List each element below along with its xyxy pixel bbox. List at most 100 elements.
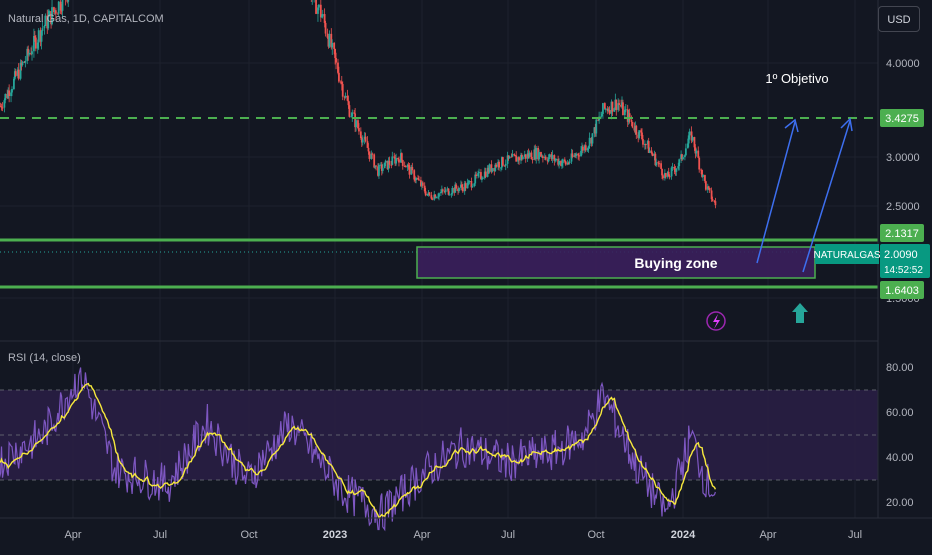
candle-body: [707, 186, 710, 189]
time-tick-label: Apr: [413, 529, 430, 541]
candle-body: [321, 14, 324, 17]
candle-body: [704, 175, 706, 182]
rsi-line: [0, 367, 716, 532]
candle-body: [602, 103, 604, 114]
candle-body: [475, 174, 478, 177]
candle-body: [642, 139, 644, 145]
candle-body: [379, 164, 382, 166]
candle-body: [562, 159, 564, 164]
candle-body: [407, 164, 410, 166]
candle-body: [353, 112, 356, 114]
candle-body: [406, 164, 409, 168]
candle-body: [367, 147, 370, 152]
candle-body: [687, 135, 690, 144]
projection-arrows[interactable]: [756, 117, 853, 273]
time-tick-label: Oct: [240, 529, 257, 541]
candle-body: [524, 154, 527, 159]
candle-body: [637, 134, 640, 138]
candle-body: [395, 158, 398, 164]
candle-body: [498, 161, 500, 168]
candle-body: [511, 154, 514, 157]
candle-body: [697, 150, 700, 158]
candle-body: [483, 171, 486, 178]
candle-body: [622, 102, 624, 116]
up-arrow-icon[interactable]: [792, 303, 808, 323]
candle-body: [443, 190, 446, 193]
projection-arrow-line[interactable]: [802, 120, 851, 273]
candle-body: [684, 148, 687, 156]
candle-body: [555, 158, 558, 160]
candle-body: [377, 166, 379, 176]
candle-body: [464, 183, 467, 189]
buying-zone-rect[interactable]: [416, 246, 816, 279]
candle-body: [34, 37, 37, 49]
candle-body: [648, 150, 651, 153]
candle-body: [348, 105, 351, 117]
candle-body: [466, 182, 469, 189]
time-tick-label: Jul: [848, 529, 862, 541]
candle-body: [621, 102, 623, 107]
candle-body: [54, 10, 57, 14]
rsi-title[interactable]: RSI (14, close): [8, 352, 81, 364]
candle-body: [620, 104, 622, 107]
candle-body: [714, 201, 717, 206]
candle-body: [427, 192, 430, 194]
candle-body: [435, 197, 438, 199]
candle-body: [340, 82, 343, 85]
candle-body: [408, 165, 411, 175]
candle-body: [673, 166, 676, 170]
candle-body: [434, 194, 437, 199]
candle-body: [330, 33, 333, 48]
candle-body: [561, 163, 563, 166]
lightning-icon[interactable]: [706, 311, 726, 331]
candle-body: [346, 95, 349, 101]
candle-body: [501, 157, 503, 168]
candle-body: [551, 155, 554, 160]
candle-body: [410, 167, 413, 175]
candle-body: [682, 157, 684, 160]
candle-body: [668, 176, 671, 178]
candle-body: [419, 180, 422, 186]
candle-body: [558, 160, 560, 165]
candle-body: [6, 93, 9, 98]
candle-body: [607, 109, 610, 112]
candle-body: [359, 131, 362, 139]
candle-body: [341, 84, 344, 97]
candle-body: [541, 156, 544, 159]
candle-body: [383, 162, 386, 169]
candle-body: [351, 112, 354, 117]
currency-button[interactable]: USD: [878, 6, 920, 32]
candle-body: [514, 155, 517, 157]
candle-body: [603, 103, 606, 109]
candle-body: [700, 169, 703, 171]
time-axis[interactable]: Apr Jul Oct 2023 Apr Jul Oct 2024 Apr Ju…: [64, 529, 862, 541]
chart-title[interactable]: Natural Gas, 1D, CAPITALCOM: [8, 13, 164, 25]
candle-body: [433, 194, 436, 200]
candle-body: [693, 137, 696, 148]
candle-body: [337, 62, 339, 73]
candle-body: [594, 127, 597, 134]
candle-body: [455, 184, 458, 189]
candle-body: [338, 72, 340, 82]
candle-body: [494, 164, 497, 172]
projection-arrow-line[interactable]: [756, 121, 796, 264]
candle-body: [681, 154, 683, 160]
candle-body: [16, 69, 19, 76]
candle-body: [553, 155, 556, 161]
candle-body: [343, 96, 346, 98]
candle-body: [355, 120, 357, 128]
candle-body: [503, 165, 506, 167]
candle-body: [391, 156, 394, 165]
candle-body: [315, 0, 317, 14]
candle-body: [638, 130, 641, 138]
candle-body: [397, 158, 399, 160]
candle-body: [651, 153, 654, 156]
candle-body: [611, 101, 614, 112]
candle-body: [633, 127, 636, 131]
candle-body: [393, 156, 396, 158]
candle-body: [600, 116, 602, 118]
candle-body: [61, 0, 64, 11]
candle-body: [67, 0, 70, 2]
candle-body: [373, 154, 376, 168]
